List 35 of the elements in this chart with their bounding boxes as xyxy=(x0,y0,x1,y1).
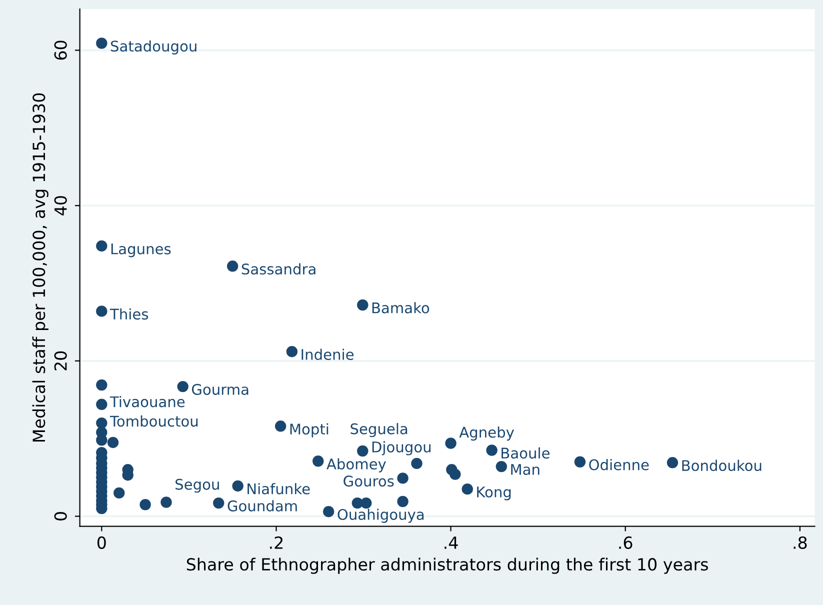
annotation: Sassandra xyxy=(242,263,316,275)
annotation: Man xyxy=(511,464,540,475)
annotation: Abomey xyxy=(326,458,386,472)
annotation: Thies xyxy=(110,308,148,320)
annotation: Indenie xyxy=(302,348,354,360)
annotation: Djougou xyxy=(372,441,431,456)
annotation: Niafunke xyxy=(248,483,310,494)
annotation: Gourma xyxy=(192,384,248,395)
y-tick-label: 0 xyxy=(54,512,67,520)
x-tick-label: .6 xyxy=(619,536,632,549)
x-tick-label: .2 xyxy=(270,536,283,549)
x-tick-label: .8 xyxy=(794,536,807,549)
annotation: Goundam xyxy=(228,500,297,512)
annotation: Gouros xyxy=(344,476,394,487)
annotation: Tombouctou xyxy=(110,415,198,427)
y-tick-label: 40 xyxy=(54,196,67,216)
x-tick-label: 0 xyxy=(97,536,106,549)
annotation: Agneby xyxy=(459,426,514,441)
annotation: Mopti xyxy=(290,423,328,438)
y-tick-label: 60 xyxy=(54,40,67,60)
x-tick-label: .4 xyxy=(444,536,458,549)
annotation: Lagunes xyxy=(111,244,171,258)
annotation: Satadougou xyxy=(110,40,196,54)
annotation: Bondoukou xyxy=(682,460,762,472)
annotation: Tivaouane xyxy=(110,396,185,408)
annotation: Seguela xyxy=(350,423,408,438)
x-axis-title: Share of Ethnographer administrators during the first 10 years xyxy=(186,558,708,574)
annotation: Kong xyxy=(477,486,511,500)
annotation: Segou xyxy=(176,478,219,493)
y-axis-title: Medical staff per 100,000, avg 1915-1930 xyxy=(32,93,48,442)
annotation: Odienne xyxy=(589,458,649,470)
y-tick-label: 20 xyxy=(54,351,67,370)
annotation: Bamako xyxy=(372,302,430,314)
annotation: Ouahigouya xyxy=(338,508,424,523)
annotation: Baoule xyxy=(502,447,550,459)
